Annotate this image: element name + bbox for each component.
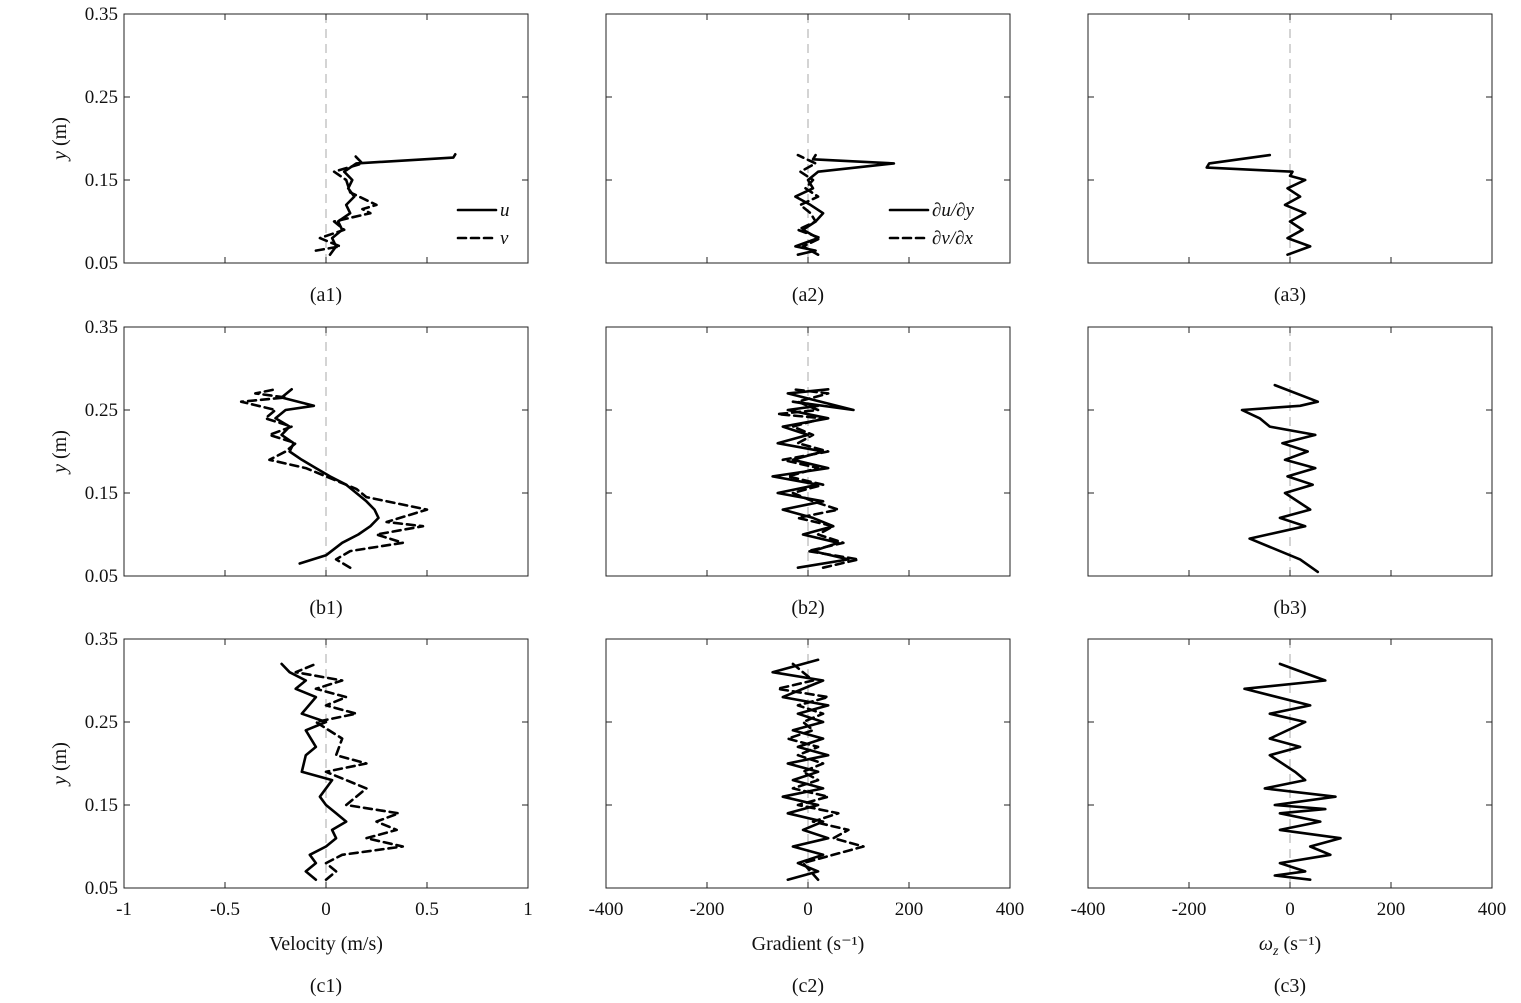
y-tick-label: 0.15 [85,795,118,816]
series-line-solid [771,658,830,882]
panel-b3: (b3) [1087,326,1493,619]
x-tick-label: 0 [1285,899,1295,920]
panel-b2: (b2) [605,326,1011,619]
y-tick-label: 0.25 [85,400,118,421]
x-axis-label: Gradient (s⁻¹) [752,933,865,955]
y-tick-label: 0.35 [85,317,118,338]
series-line-dashed [776,662,865,882]
series-line-solid [1243,662,1342,882]
y-axis-label: y (m) [49,430,71,475]
panel-label: (c1) [310,975,342,997]
x-tick-label: 0.5 [415,899,439,920]
y-tick-label: 0.15 [85,483,118,504]
x-tick-label: -400 [589,899,624,920]
legend-label: ∂u/∂y [932,200,975,221]
y-tick-label: 0.35 [85,629,118,650]
series-line-solid [771,387,855,570]
series-line-solid [1205,153,1312,256]
x-tick-label: -1 [116,899,132,920]
x-tick-label: 200 [895,899,924,920]
y-tick-label: 0.35 [85,4,118,25]
x-tick-label: 1 [523,899,533,920]
x-axis-label: Velocity (m/s) [269,933,383,955]
y-axis-label: y (m) [49,117,71,162]
y-tick-label: 0.15 [85,170,118,191]
x-tick-label: -400 [1071,899,1106,920]
panel-a3: (a3) [1087,13,1493,306]
panel-a1: 0.05 0.15 0.25 0.35 y (m) (a1) [49,4,529,306]
legend-gradient: ∂u/∂y ∂v/∂x [888,200,975,249]
panel-label: (c3) [1274,975,1306,997]
y-axis-label: y (m) [49,742,71,787]
series-line-solid [280,662,348,882]
y-tick-label: 0.05 [85,878,118,899]
panel-label: (a2) [792,284,824,306]
x-tick-label: 400 [996,899,1025,920]
legend-label: ∂v/∂x [932,228,973,249]
series-line-solid [1240,383,1320,574]
y-tick-label: 0.05 [85,253,118,274]
legend-velocity: uv [456,200,510,249]
y-tick-label: 0.25 [85,87,118,108]
panel-label: (b1) [309,597,342,619]
legend-label: u [500,200,510,221]
y-tick-label: 0.05 [85,566,118,587]
panel-label: (a3) [1274,284,1306,306]
panel-label: (b2) [791,597,824,619]
x-tick-label: 400 [1478,899,1507,920]
series-line-solid [328,153,457,256]
panel-label: (a1) [310,284,342,306]
series-line-dashed [776,387,860,570]
panel-label: (b3) [1273,597,1306,619]
panel-b1: 0.05 0.15 0.25 0.35 y (m) (b1) [49,317,529,619]
series-line-dashed [796,153,822,256]
x-tick-label: 200 [1377,899,1406,920]
panel-c2: -400 -200 0 200 400 Gradient (s⁻¹) (c2) [589,638,1025,997]
panel-a2: (a2) [605,13,1011,306]
y-tick-label: 0.25 [85,712,118,733]
series-line-solid [274,387,380,565]
x-tick-label: -200 [690,899,725,920]
series-line-dashed [314,153,378,252]
panel-c3: -400 -200 0 200 400 ωz (s⁻¹) (c3) [1071,638,1507,997]
legend-label: v [500,228,509,249]
x-tick-label: 0 [803,899,813,920]
x-tick-label: -200 [1172,899,1207,920]
x-tick-label: 0 [321,899,331,920]
series-line-dashed [239,387,429,570]
x-axis-label: ωz (s⁻¹) [1259,933,1321,959]
series-line-dashed [294,662,405,882]
panel-label: (c2) [792,975,824,997]
x-tick-label: -0.5 [210,899,240,920]
series-line-solid [794,153,896,256]
panel-c1: 0.05 0.15 0.25 0.35 -1 -0.5 0 0.5 1 y (m) Velocity… [49,629,533,997]
